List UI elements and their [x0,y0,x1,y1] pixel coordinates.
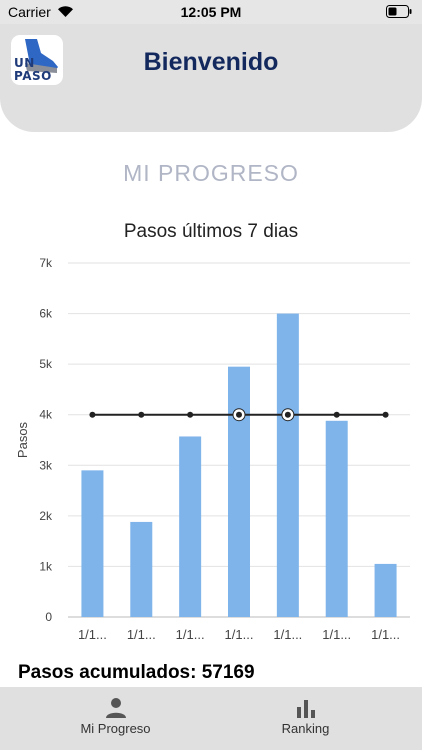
bar [179,436,202,617]
header: UN PASO Bienvenido [0,24,422,132]
battery-icon [386,5,412,18]
accumulated-steps-label: Pasos acumulados: 57169 [18,662,255,683]
tab-bar: Mi Progreso Ranking [0,687,422,750]
reference-point [187,411,194,418]
y-tick-label: 4k [39,408,53,422]
tab-ranking-label: Ranking [281,721,330,736]
x-tick-label: 1/1... [273,627,302,642]
carrier-label: Carrier [8,4,51,20]
x-tick-label: 1/1... [322,627,351,642]
reference-point [89,411,96,418]
page-title: Bienvenido [143,48,279,76]
reference-point [236,411,242,418]
y-tick-label: 3k [39,458,53,472]
logo-text-un: UN [14,56,35,70]
reference-point [284,411,291,418]
tab-mi-progreso-label: Mi Progreso [80,721,151,736]
bar [374,563,397,617]
y-tick-label: 7k [39,256,53,270]
bar-chart-icon [296,700,315,718]
reference-point [138,411,145,418]
bar [325,420,348,617]
x-tick-label: 1/1... [225,627,254,642]
y-tick-label: 6k [39,307,53,321]
reference-point [382,411,389,418]
x-tick-label: 1/1... [127,627,156,642]
bar [130,521,153,617]
section-title: MI PROGRESO [123,160,299,186]
x-tick-label: 1/1... [371,627,400,642]
clock: 12:05 PM [180,4,242,20]
wifi-icon [58,6,73,17]
status-bar: Carrier 12:05 PM [0,0,422,24]
y-tick-label: 0 [45,610,52,624]
tab-mi-progreso[interactable]: Mi Progreso [10,687,221,750]
bar [81,470,104,617]
x-tick-label: 1/1... [78,627,107,642]
x-tick-label: 1/1... [176,627,205,642]
reference-point [333,411,340,418]
app-logo: UN PASO [11,35,63,85]
shoe-icon [25,39,58,73]
chart-title: Pasos últimos 7 dias [123,221,299,242]
person-icon [105,698,126,718]
y-tick-label: 1k [39,559,53,573]
steps-bar-chart: 0 1k 2k 3k 4k 5k 6k 7k Pasos 1/1... 1/1... 1/1... 1/… [15,256,410,642]
y-tick-label: 5k [39,357,53,371]
bar [276,313,299,617]
bar [228,366,250,617]
tab-ranking[interactable]: Ranking [200,687,411,750]
y-axis-label: Pasos [15,421,30,458]
y-tick-label: 2k [39,509,53,523]
logo-text-paso: PASO [14,69,52,83]
